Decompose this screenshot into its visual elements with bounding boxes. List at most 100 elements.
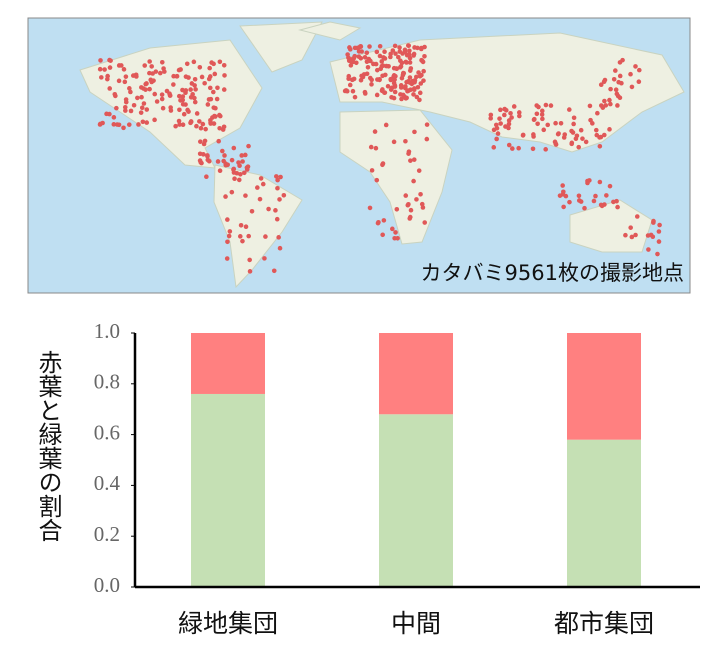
photo-point: [348, 47, 353, 52]
photo-point: [143, 81, 148, 87]
photo-point: [178, 67, 183, 72]
photo-point: [543, 102, 549, 108]
photo-points: [97, 43, 662, 274]
photo-point: [107, 111, 112, 117]
photo-point: [192, 76, 198, 82]
photo-point: [152, 91, 158, 97]
photo-point: [553, 141, 559, 147]
photo-point: [223, 161, 229, 167]
photo-point: [210, 115, 215, 120]
photo-point: [188, 119, 194, 125]
photo-point: [530, 146, 536, 152]
photo-point: [238, 222, 244, 228]
photo-point: [225, 217, 230, 222]
photo-point: [154, 99, 160, 104]
photo-point: [364, 71, 370, 77]
photo-point: [498, 121, 503, 126]
photo-point: [168, 108, 174, 113]
photo-point: [412, 129, 417, 135]
photo-point: [617, 60, 623, 65]
photo-point: [144, 120, 150, 125]
photo-point: [569, 141, 574, 147]
photo-point: [217, 59, 223, 65]
photo-point: [108, 58, 113, 63]
photo-point: [651, 218, 656, 224]
photo-point: [141, 86, 146, 91]
photo-point: [171, 82, 176, 87]
photo-point: [636, 79, 642, 84]
photo-point: [599, 203, 605, 209]
photo-point: [392, 235, 397, 241]
photo-point: [422, 54, 427, 59]
photo-point: [377, 53, 383, 59]
photo-point: [99, 75, 104, 80]
photo-point: [383, 72, 388, 78]
photo-point: [401, 71, 407, 76]
photo-point: [506, 142, 512, 148]
photo-point: [116, 78, 122, 84]
photo-point: [176, 118, 182, 124]
photo-point: [655, 251, 660, 257]
photo-point: [566, 107, 572, 112]
photo-point: [376, 219, 381, 225]
photo-point: [184, 61, 190, 67]
photo-point: [141, 101, 147, 106]
photo-point: [364, 50, 370, 56]
photo-point: [382, 49, 387, 55]
photo-point: [343, 88, 349, 93]
photo-point: [390, 226, 395, 232]
photo-point: [121, 125, 126, 131]
photo-point: [134, 74, 139, 79]
photo-point: [417, 90, 423, 96]
photo-point: [615, 103, 620, 108]
photo-point: [411, 92, 416, 97]
photo-point: [388, 76, 393, 82]
photo-point: [497, 116, 502, 121]
photo-point: [194, 111, 200, 116]
photo-point: [383, 122, 389, 128]
photo-point: [246, 143, 251, 149]
bar-segment: [191, 393, 265, 587]
photo-point: [418, 192, 423, 197]
photo-point: [231, 167, 236, 172]
photo-point: [180, 101, 186, 107]
photo-point: [377, 43, 383, 49]
photo-point: [214, 96, 220, 102]
photo-point: [271, 268, 277, 274]
photo-point: [131, 102, 137, 108]
photo-point: [200, 121, 206, 127]
photo-point: [491, 127, 497, 133]
photo-point: [382, 56, 388, 61]
photo-point: [636, 67, 642, 73]
photo-point: [364, 59, 370, 64]
photo-point: [411, 178, 416, 184]
photo-point: [160, 105, 166, 111]
photo-point: [417, 97, 422, 103]
photo-point: [407, 75, 413, 80]
photo-point: [105, 73, 110, 79]
photo-point: [238, 234, 243, 239]
photo-point: [648, 232, 654, 238]
photo-point: [223, 194, 228, 199]
photo-point: [614, 198, 619, 204]
photo-point: [380, 232, 385, 238]
photo-point: [207, 85, 213, 91]
photo-point: [408, 158, 413, 163]
photo-point: [116, 122, 122, 128]
photo-point: [249, 208, 255, 214]
photo-point: [221, 87, 227, 92]
bar-segment: [191, 333, 265, 394]
photo-point: [391, 139, 397, 145]
photo-point: [153, 69, 159, 74]
photo-point: [540, 116, 545, 122]
photo-point: [633, 232, 638, 238]
photo-point: [593, 127, 599, 133]
photo-point: [373, 145, 379, 151]
photo-point: [220, 148, 225, 154]
photo-point: [511, 104, 517, 109]
photo-point: [597, 143, 603, 149]
photo-point: [358, 77, 364, 83]
photo-point: [629, 234, 635, 240]
photo-point: [379, 59, 385, 64]
photo-point: [372, 129, 378, 134]
